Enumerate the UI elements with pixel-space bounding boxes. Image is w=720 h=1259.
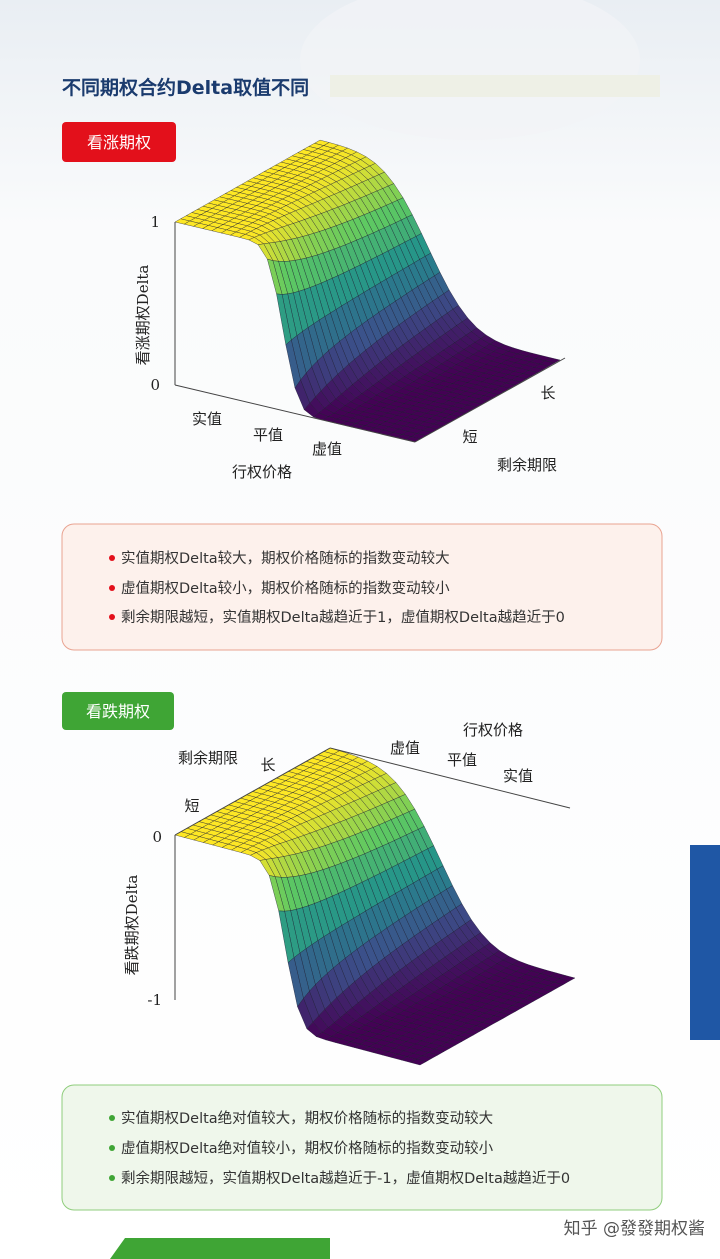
y-axis — [414, 357, 566, 443]
side-bar — [690, 845, 720, 1040]
watermark: 知乎 @發發期权酱 — [564, 1219, 705, 1239]
y-tick-label: 长 — [260, 756, 275, 774]
y-tick-label: 短 — [184, 797, 199, 815]
bottom-decor — [110, 1238, 330, 1259]
x-axis — [329, 747, 571, 809]
x-axis-label: 行权价格 — [232, 463, 292, 481]
note-box — [61, 523, 663, 651]
badge-text: 看涨期权 — [87, 133, 151, 152]
title-stripe — [330, 75, 660, 97]
z-tick-label: 0 — [152, 828, 162, 846]
bullet — [109, 1145, 115, 1151]
note: 剩余期限越短，实值期权Delta越趋近于-1，虚值期权Delta越趋近于0 — [121, 1169, 570, 1187]
bullet — [109, 585, 115, 591]
y-axis — [174, 747, 331, 836]
x-tick-label: 实值 — [192, 410, 222, 428]
x-axis-label: 行权价格 — [463, 721, 523, 739]
badge-text: 看跌期权 — [86, 702, 150, 721]
x-tick-label: 平值 — [253, 426, 283, 444]
z-axis-label: 看涨期权Delta — [134, 265, 152, 366]
z-tick-label: 0 — [150, 376, 160, 394]
bullet — [109, 1175, 115, 1181]
x-axis — [174, 384, 416, 443]
note: 实值期权Delta绝对值较大，期权价格随标的指数变动较大 — [121, 1109, 493, 1127]
z-axis-label: 看跌期权Delta — [123, 875, 141, 976]
x-tick-label: 虚值 — [390, 739, 420, 757]
bullet — [109, 555, 115, 561]
z-tick-label: -1 — [147, 991, 162, 1009]
surface-plot — [174, 747, 576, 1066]
note: 虚值期权Delta绝对值较小，期权价格随标的指数变动较小 — [121, 1139, 494, 1157]
z-tick-label: 1 — [150, 213, 160, 231]
title: 不同期权合约Delta取值不同 — [62, 76, 309, 99]
note-box — [61, 1084, 663, 1211]
badge — [62, 692, 174, 730]
bg-decor — [300, 0, 640, 140]
note: 剩余期限越短，实值期权Delta越趋近于1，虚值期权Delta越趋近于0 — [121, 608, 565, 626]
y-axis-label: 剩余期限 — [178, 749, 238, 767]
bullet — [109, 614, 115, 620]
surface-plot — [174, 139, 561, 443]
note: 虚值期权Delta较小，期权价格随标的指数变动较小 — [121, 579, 450, 597]
bullet — [109, 1115, 115, 1121]
x-tick-label: 实值 — [503, 767, 533, 785]
y-axis-label: 剩余期限 — [497, 456, 557, 474]
x-tick-label: 平值 — [447, 751, 477, 769]
note: 实值期权Delta较大，期权价格随标的指数变动较大 — [121, 549, 450, 567]
y-tick-label: 长 — [540, 384, 555, 402]
y-tick-label: 短 — [462, 428, 477, 446]
surface-cell — [409, 1058, 427, 1066]
x-tick-label: 虚值 — [312, 440, 342, 458]
badge — [62, 122, 176, 162]
